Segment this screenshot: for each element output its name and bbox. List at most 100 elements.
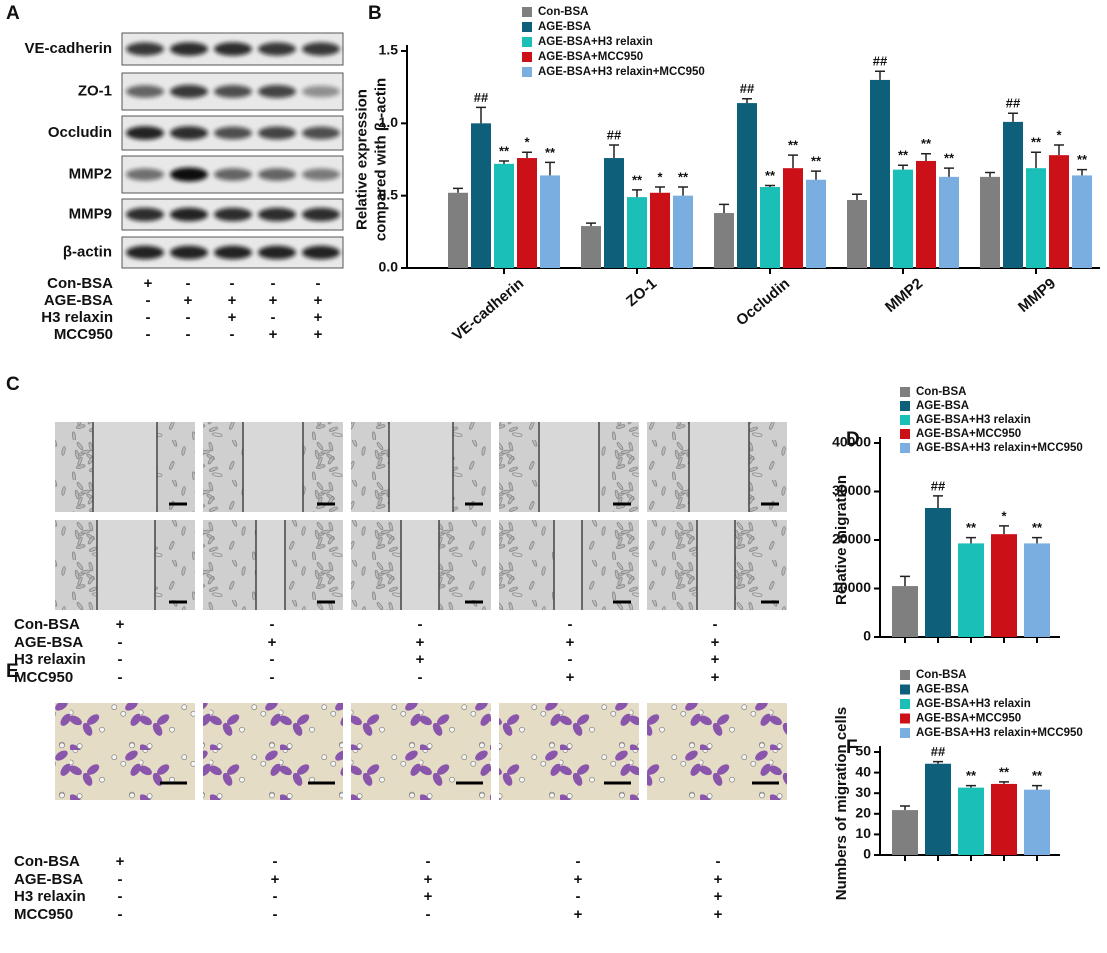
- blot-band: [302, 85, 340, 98]
- bar: [540, 175, 560, 268]
- error-bar: [609, 144, 619, 159]
- blot-band: [302, 168, 340, 181]
- y-axis-label: compared with β -actin: [372, 78, 389, 241]
- treatment-sign: -: [273, 888, 278, 905]
- y-tick-label: 0.5: [379, 186, 399, 202]
- treatment-sign: +: [711, 651, 720, 668]
- treatment-sign: +: [574, 871, 583, 888]
- significance: **: [1031, 135, 1042, 150]
- bar: [980, 176, 1000, 268]
- y-axis-label: Relative migration: [833, 475, 850, 605]
- treatment-sign: +: [116, 853, 125, 870]
- legend-label: AGE-BSA+MCC950: [916, 713, 1021, 725]
- significance: **: [966, 768, 977, 783]
- treatment-sign: -: [568, 651, 573, 668]
- significance: **: [944, 151, 955, 166]
- bar: [1003, 121, 1023, 269]
- bar: [925, 507, 951, 637]
- blot-label: VE-cadherin: [24, 40, 112, 57]
- blot-band: [214, 168, 252, 181]
- y-tick-label: 20: [855, 805, 871, 821]
- blot-band: [170, 42, 208, 56]
- treatment-sign: +: [269, 292, 278, 309]
- blot-label: MMP9: [69, 205, 112, 222]
- blot-band: [126, 245, 164, 260]
- error-bar: [900, 805, 910, 811]
- blot-band: [258, 245, 296, 260]
- treatment-sign: +: [416, 651, 425, 668]
- y-axis-label: Relative expression: [353, 89, 370, 230]
- error-bar: [921, 152, 931, 161]
- blot-band: [170, 245, 208, 260]
- treatment-sign: -: [418, 669, 423, 686]
- blot-band: [258, 126, 296, 140]
- treatment-sign: -: [576, 853, 581, 870]
- panel-letter: B: [368, 3, 382, 24]
- treatment-sign: -: [230, 326, 235, 343]
- legend-label: Con-BSA: [916, 386, 966, 398]
- scratch-gap: [539, 422, 599, 512]
- treatment-label: H3 relaxin: [14, 651, 86, 668]
- bar: [714, 213, 734, 268]
- scratch-gap: [389, 422, 453, 512]
- bar: [1049, 155, 1069, 268]
- legend-label: AGE-BSA: [538, 21, 591, 33]
- y-tick-label: 0: [863, 846, 871, 862]
- bar: [760, 186, 780, 268]
- legend-label: AGE-BSA+H3 relaxin: [538, 36, 653, 48]
- bar: [939, 176, 959, 268]
- y-tick-label: 0: [863, 628, 871, 644]
- y-tick-label: 30: [855, 784, 871, 800]
- error-bar: [1032, 784, 1042, 790]
- blot-band: [170, 126, 208, 140]
- treatment-sign: +: [714, 906, 723, 923]
- treatment-sign: +: [424, 871, 433, 888]
- legend-swatch: [900, 429, 910, 439]
- legend-label: AGE-BSA+H3 relaxin+MCC950: [538, 66, 705, 78]
- scratch-gap: [689, 422, 749, 512]
- error-bar: [811, 170, 821, 180]
- bar: [1072, 175, 1092, 268]
- legend-label: AGE-BSA+H3 relaxin: [916, 698, 1031, 710]
- treatment-sign: -: [568, 616, 573, 633]
- legend-label: AGE-BSA+H3 relaxin+MCC950: [916, 727, 1083, 739]
- legend-swatch: [522, 67, 532, 77]
- legend-swatch: [522, 37, 532, 47]
- bar: [517, 158, 537, 268]
- treatment-sign: -: [186, 326, 191, 343]
- legend-label: Con-BSA: [538, 6, 588, 18]
- legend-swatch: [900, 728, 910, 738]
- treatment-label: Con-BSA: [14, 616, 80, 633]
- legend-swatch: [522, 22, 532, 32]
- error-bar: [1008, 112, 1018, 122]
- blot-label: ZO-1: [78, 82, 112, 99]
- micrograph: [499, 703, 639, 800]
- treatment-sign: +: [268, 634, 277, 651]
- error-bar: [765, 184, 775, 187]
- treatment-sign: -: [118, 906, 123, 923]
- error-bar: [788, 154, 798, 169]
- treatment-sign: -: [273, 853, 278, 870]
- bar: [847, 200, 867, 268]
- micrograph: [55, 703, 195, 800]
- x-tick-label: VE-cadherin: [449, 275, 527, 344]
- micrograph: [203, 703, 343, 800]
- panel-letter: F: [846, 737, 858, 758]
- treatment-sign: -: [118, 634, 123, 651]
- error-bar: [678, 186, 688, 196]
- treatment-sign: -: [146, 292, 151, 309]
- panel-letter: D: [846, 429, 860, 450]
- blot-band: [302, 42, 340, 56]
- legend-label: AGE-BSA: [916, 400, 969, 412]
- error-bar: [852, 193, 862, 201]
- error-bar: [499, 160, 509, 164]
- significance: ##: [740, 81, 755, 96]
- scratch-gap: [401, 520, 439, 610]
- treatment-label: Con-BSA: [14, 853, 80, 870]
- blot-band: [126, 207, 164, 222]
- blot-band: [258, 207, 296, 222]
- legend-label: AGE-BSA+MCC950: [916, 428, 1021, 440]
- bar: [991, 534, 1017, 637]
- error-bar: [966, 536, 976, 544]
- treatment-sign: -: [716, 853, 721, 870]
